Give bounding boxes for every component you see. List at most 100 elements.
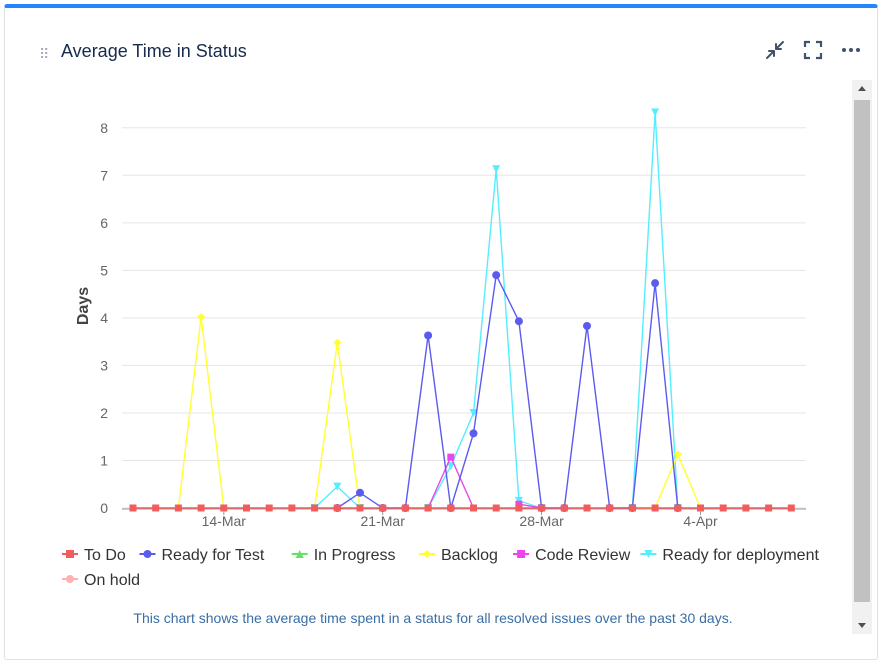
data-point (447, 453, 455, 461)
data-point (356, 488, 364, 497)
data-point (583, 321, 591, 330)
data-point (469, 429, 478, 438)
scroll-down-icon[interactable] (858, 623, 866, 628)
y-tick-label: 5 (100, 262, 108, 278)
legend-marker (423, 550, 431, 558)
legend-item[interactable]: Backlog (419, 547, 498, 564)
legend-item[interactable]: On hold (62, 572, 140, 589)
data-point (174, 504, 182, 512)
data-point (356, 504, 364, 512)
legend-marker (66, 575, 74, 583)
data-point (697, 504, 704, 512)
data-point (129, 504, 137, 512)
data-point (265, 504, 273, 512)
series-ready-for-test (333, 271, 682, 512)
data-point (538, 504, 546, 512)
chart-caption: This chart shows the average time spent … (133, 610, 733, 626)
y-tick-label: 2 (100, 405, 108, 421)
data-point (514, 317, 523, 326)
data-point (446, 462, 455, 471)
data-point (651, 504, 659, 512)
data-point (515, 500, 523, 508)
data-point (470, 504, 477, 512)
y-tick-label: 3 (100, 357, 108, 373)
data-point (651, 279, 660, 288)
legend-marker (517, 550, 526, 558)
data-point (197, 504, 205, 512)
data-point (424, 331, 433, 340)
x-tick-label: 21-Mar (361, 513, 406, 529)
data-point (333, 338, 342, 347)
data-point (220, 504, 228, 512)
series-to-do (129, 504, 795, 512)
data-point (673, 450, 682, 459)
drag-handle-icon[interactable]: ⠿ (39, 46, 51, 62)
y-tick-label: 7 (100, 167, 108, 183)
scrollbar[interactable] (852, 80, 872, 634)
y-tick-label: 1 (100, 452, 108, 468)
data-point (787, 504, 795, 512)
line-chart: 0 1 2 3 4 5 6 7 8 14-Mar 21-Mar 28-Mar 4-Apr Days To D… (62, 108, 819, 589)
data-point (742, 504, 750, 512)
series-ready-for-deployment (310, 108, 682, 512)
data-point (469, 408, 478, 417)
data-point (560, 504, 568, 512)
y-tick-label: 6 (100, 215, 108, 231)
minimize-icon[interactable] (763, 38, 787, 62)
legend-label: On hold (84, 572, 140, 589)
scroll-up-icon[interactable] (858, 86, 866, 91)
data-point (243, 504, 250, 512)
data-point (765, 504, 773, 512)
legend-item[interactable]: Code Review (513, 547, 631, 564)
data-point (628, 504, 636, 512)
data-point (152, 504, 160, 512)
data-point (447, 504, 455, 512)
data-point (651, 108, 660, 117)
y-tick-label: 8 (100, 120, 108, 136)
series-line (427, 169, 542, 509)
data-point (492, 165, 501, 174)
data-point (424, 504, 432, 512)
legend-item[interactable]: In Progress (291, 547, 396, 564)
data-point (515, 504, 523, 512)
data-point (719, 504, 727, 512)
data-point (333, 482, 342, 491)
data-point (674, 504, 682, 512)
legend-marker (295, 550, 304, 558)
series-line (631, 112, 679, 509)
x-tick-label: 14-Mar (202, 513, 247, 529)
y-tick-label: 4 (100, 310, 108, 326)
fullscreen-icon[interactable] (801, 38, 825, 62)
data-point (333, 504, 341, 512)
data-point (288, 504, 296, 512)
data-point (583, 504, 591, 512)
legend-label: In Progress (314, 547, 396, 564)
series-line (632, 452, 702, 509)
data-point (492, 271, 501, 280)
data-point (197, 312, 206, 321)
x-tick-label: 28-Mar (519, 513, 564, 529)
gadget-title: Average Time in Status (61, 41, 247, 61)
gadget-actions (763, 38, 863, 62)
legend-label: Ready for Test (162, 547, 265, 564)
data-point (379, 504, 387, 512)
data-point (606, 504, 614, 512)
legend-marker (143, 550, 152, 558)
more-icon[interactable] (839, 38, 863, 62)
legend-marker (644, 550, 653, 558)
data-point (311, 504, 319, 512)
scrollbar-thumb[interactable] (854, 100, 870, 602)
legend-label: To Do (84, 547, 126, 564)
legend-label: Backlog (441, 547, 498, 564)
data-point (401, 504, 409, 512)
legend-item[interactable]: To Do (62, 547, 126, 564)
data-point (492, 504, 500, 512)
y-tick-label: 0 (100, 500, 108, 516)
series-line (336, 272, 679, 509)
legend-label: Ready for deployment (662, 547, 819, 564)
legend-item[interactable]: Ready for deployment (640, 547, 819, 564)
x-tick-label: 4-Apr (683, 513, 718, 529)
legend-marker (66, 550, 74, 558)
y-axis-label: Days (75, 287, 92, 325)
legend-item[interactable]: Ready for Test (139, 547, 265, 564)
